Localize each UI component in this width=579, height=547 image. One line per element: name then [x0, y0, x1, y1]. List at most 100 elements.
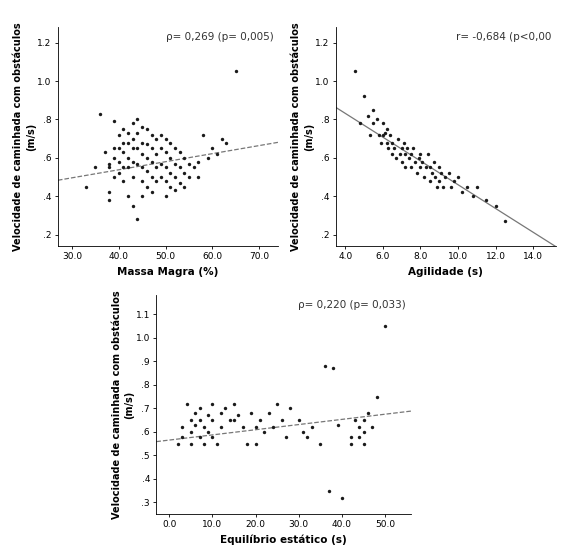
Point: [175, 178, 184, 187]
Point: [166, 169, 175, 178]
Point: [114, 144, 123, 153]
Point: [446, 182, 455, 191]
Point: [359, 416, 368, 424]
Point: [375, 130, 384, 139]
Point: [179, 182, 189, 191]
Point: [142, 125, 152, 133]
Point: [208, 416, 217, 424]
Point: [190, 409, 200, 417]
Point: [386, 130, 395, 139]
Point: [128, 201, 137, 210]
Point: [491, 201, 500, 210]
Point: [338, 493, 347, 502]
Point: [285, 404, 295, 412]
Point: [395, 150, 404, 159]
Point: [190, 421, 200, 429]
Point: [324, 486, 334, 495]
Point: [303, 432, 312, 441]
Point: [435, 163, 444, 172]
Point: [128, 173, 137, 182]
Point: [350, 67, 359, 76]
Point: [440, 173, 449, 182]
Point: [406, 163, 416, 172]
Point: [217, 135, 226, 143]
Point: [412, 169, 422, 178]
Point: [212, 150, 222, 159]
Point: [329, 364, 338, 373]
Point: [114, 158, 123, 166]
Point: [387, 150, 397, 159]
Point: [138, 177, 147, 185]
Point: [307, 423, 316, 432]
Point: [119, 125, 128, 133]
Point: [184, 173, 193, 182]
Point: [105, 188, 114, 197]
Point: [203, 154, 212, 162]
Point: [147, 188, 156, 197]
Point: [119, 138, 128, 147]
Point: [194, 173, 203, 182]
Point: [123, 138, 133, 147]
Point: [401, 163, 410, 172]
Point: [438, 182, 448, 191]
Point: [142, 167, 152, 176]
Point: [500, 217, 510, 225]
Point: [355, 432, 364, 441]
Point: [142, 154, 152, 162]
Y-axis label: Velocidade de caminhada com obstáculos
(m/s): Velocidade de caminhada com obstáculos (…: [291, 22, 314, 251]
Point: [399, 138, 408, 147]
Point: [268, 423, 277, 432]
Point: [423, 150, 433, 159]
Point: [170, 173, 179, 182]
Point: [425, 163, 434, 172]
Point: [138, 192, 147, 201]
Point: [133, 144, 142, 153]
Point: [468, 192, 478, 201]
Point: [397, 144, 406, 153]
Point: [238, 423, 247, 432]
Point: [156, 144, 166, 153]
Point: [119, 148, 128, 156]
Point: [152, 163, 161, 172]
Point: [273, 399, 282, 408]
Point: [410, 158, 419, 166]
Point: [179, 154, 189, 162]
Point: [281, 432, 291, 441]
Point: [199, 439, 208, 448]
Point: [178, 432, 187, 441]
Point: [170, 186, 179, 195]
Point: [142, 140, 152, 149]
Point: [437, 169, 446, 178]
Point: [359, 427, 368, 436]
Point: [142, 182, 152, 191]
Point: [402, 144, 412, 153]
Point: [123, 192, 133, 201]
Point: [152, 177, 161, 185]
Point: [182, 399, 191, 408]
Point: [179, 169, 189, 178]
Point: [138, 138, 147, 147]
Point: [378, 119, 387, 127]
Point: [356, 119, 365, 127]
Point: [384, 144, 393, 153]
Point: [161, 148, 170, 156]
Point: [186, 427, 196, 436]
Point: [114, 169, 123, 178]
Point: [425, 177, 434, 185]
Point: [161, 192, 170, 201]
Point: [363, 111, 372, 120]
Point: [119, 163, 128, 172]
Point: [320, 362, 329, 370]
Point: [91, 163, 100, 172]
Y-axis label: Velocidade de caminhada com obstáculos
(m/s): Velocidade de caminhada com obstáculos (…: [13, 22, 36, 251]
Point: [472, 182, 482, 191]
Point: [203, 411, 212, 420]
Point: [138, 163, 147, 172]
Point: [170, 159, 179, 168]
Point: [429, 158, 438, 166]
Point: [251, 439, 261, 448]
Point: [382, 138, 391, 147]
Point: [156, 130, 166, 139]
Point: [378, 130, 387, 139]
Point: [231, 67, 240, 76]
